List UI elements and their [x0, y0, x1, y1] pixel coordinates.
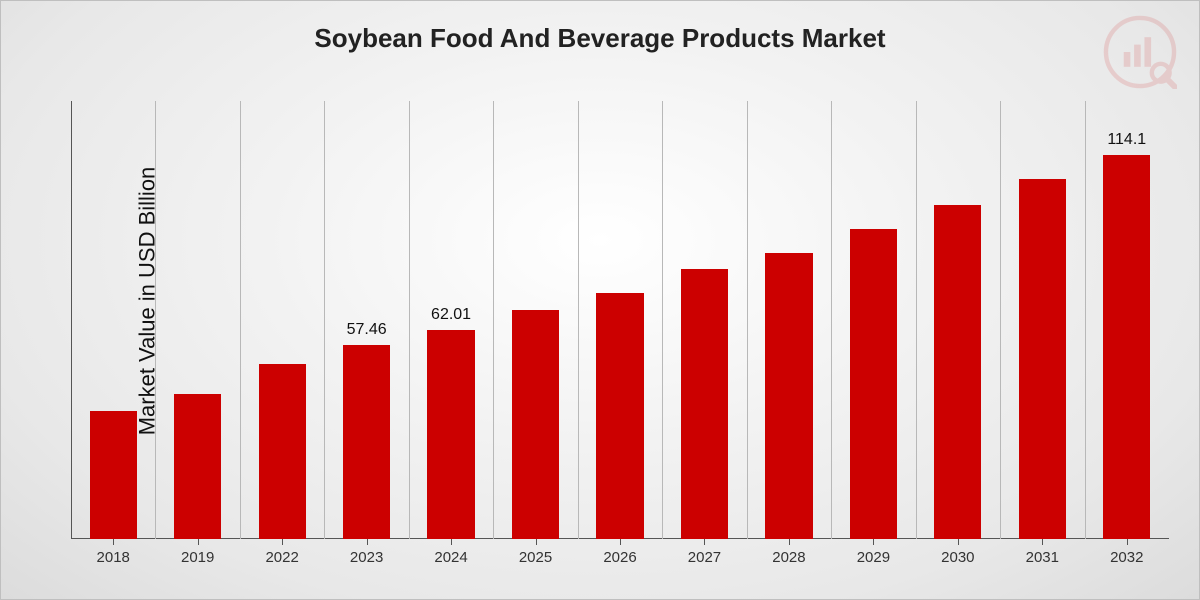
x-tick-mark [620, 539, 621, 545]
x-tick-label: 2032 [1110, 549, 1143, 566]
x-tick-label: 2026 [603, 549, 636, 566]
bar: 114.1 [1103, 101, 1150, 539]
x-tick-label: 2031 [1026, 549, 1059, 566]
bar-fill [343, 345, 390, 539]
grid-line [240, 101, 241, 539]
bar [681, 101, 728, 539]
x-tick-mark [958, 539, 959, 545]
x-tick-label: 2027 [688, 549, 721, 566]
grid-line [493, 101, 494, 539]
bar: 57.46 [343, 101, 390, 539]
bar-fill [596, 293, 643, 539]
x-tick-label: 2022 [265, 549, 298, 566]
x-tick-mark [873, 539, 874, 545]
x-tick-mark [536, 539, 537, 545]
bar [174, 101, 221, 539]
x-tick-mark [198, 539, 199, 545]
y-axis-line [71, 101, 72, 539]
x-tick-mark [282, 539, 283, 545]
bar [934, 101, 981, 539]
bar-fill [681, 269, 728, 539]
x-tick-label: 2025 [519, 549, 552, 566]
x-tick-mark [704, 539, 705, 545]
grid-line [831, 101, 832, 539]
bar-fill [765, 253, 812, 539]
grid-line [409, 101, 410, 539]
x-tick-mark [789, 539, 790, 545]
bar-fill [90, 411, 137, 539]
bar [765, 101, 812, 539]
bar: 62.01 [427, 101, 474, 539]
bar [259, 101, 306, 539]
bar-fill [1103, 155, 1150, 539]
bar-fill [259, 364, 306, 539]
bar [850, 101, 897, 539]
bar-fill [512, 310, 559, 539]
bar-value-label: 114.1 [1107, 131, 1146, 149]
bar-value-label: 57.46 [347, 321, 387, 339]
x-tick-mark [367, 539, 368, 545]
bar [90, 101, 137, 539]
grid-line [1000, 101, 1001, 539]
grid-line [916, 101, 917, 539]
bar-fill [850, 229, 897, 539]
bar [596, 101, 643, 539]
grid-line [155, 101, 156, 539]
bar-value-label: 62.01 [431, 306, 471, 324]
x-tick-label: 2029 [857, 549, 890, 566]
x-tick-label: 2024 [434, 549, 467, 566]
x-tick-label: 2028 [772, 549, 805, 566]
chart-title: Soybean Food And Beverage Products Marke… [1, 23, 1199, 54]
bar [1019, 101, 1066, 539]
bar [512, 101, 559, 539]
x-tick-label: 2019 [181, 549, 214, 566]
grid-line [1085, 101, 1086, 539]
grid-line [662, 101, 663, 539]
bar-fill [427, 330, 474, 539]
bar-fill [934, 205, 981, 539]
x-tick-mark [113, 539, 114, 545]
chart-canvas: { "chart": { "type": "bar", "title": "So… [0, 0, 1200, 600]
bar-fill [1019, 179, 1066, 540]
x-tick-mark [451, 539, 452, 545]
watermark-logo-icon [1103, 15, 1177, 89]
plot-area: 20182019202257.46202362.0120242025202620… [71, 101, 1169, 539]
x-tick-label: 2018 [97, 549, 130, 566]
bar-fill [174, 394, 221, 539]
x-tick-mark [1127, 539, 1128, 545]
grid-line [747, 101, 748, 539]
x-tick-label: 2030 [941, 549, 974, 566]
x-tick-label: 2023 [350, 549, 383, 566]
grid-line [578, 101, 579, 539]
grid-line [324, 101, 325, 539]
x-tick-mark [1042, 539, 1043, 545]
